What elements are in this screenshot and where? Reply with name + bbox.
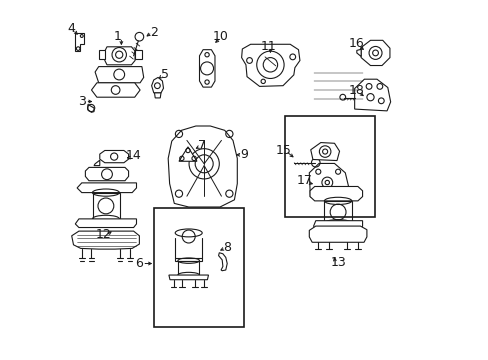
Bar (178, 261, 199, 275)
Text: 14: 14 (125, 149, 141, 162)
Text: 8: 8 (223, 241, 231, 254)
Text: 6: 6 (135, 257, 143, 270)
Text: 4: 4 (68, 22, 76, 35)
Text: 18: 18 (348, 84, 364, 97)
Text: 13: 13 (330, 256, 346, 269)
Polygon shape (179, 147, 197, 161)
Polygon shape (361, 40, 389, 66)
Polygon shape (309, 163, 348, 198)
Polygon shape (356, 49, 361, 57)
Polygon shape (104, 47, 135, 65)
Polygon shape (151, 77, 163, 93)
Polygon shape (154, 93, 161, 98)
Polygon shape (95, 67, 143, 83)
Text: 1: 1 (114, 30, 122, 43)
Polygon shape (310, 143, 339, 161)
Text: 2: 2 (149, 26, 158, 39)
Text: 9: 9 (240, 148, 248, 161)
Bar (284, 116, 374, 217)
Polygon shape (75, 33, 84, 51)
Bar (324, 201, 351, 223)
Polygon shape (309, 226, 366, 242)
Bar (175, 258, 202, 261)
Polygon shape (135, 50, 142, 59)
Polygon shape (313, 221, 362, 230)
Polygon shape (72, 231, 139, 249)
Polygon shape (354, 79, 390, 111)
Polygon shape (168, 126, 237, 207)
Polygon shape (85, 167, 128, 181)
Polygon shape (199, 50, 215, 87)
Polygon shape (309, 186, 362, 201)
Polygon shape (91, 83, 140, 97)
Polygon shape (168, 275, 208, 280)
Bar (92, 193, 120, 219)
Polygon shape (241, 44, 299, 86)
Bar (153, 208, 244, 327)
Text: 17: 17 (296, 174, 312, 187)
Text: 7: 7 (198, 139, 205, 152)
Text: 10: 10 (213, 30, 228, 42)
Polygon shape (75, 219, 136, 228)
Text: 12: 12 (95, 228, 111, 241)
Text: 15: 15 (275, 144, 291, 157)
Text: 5: 5 (160, 68, 168, 81)
Text: 3: 3 (78, 95, 85, 108)
Text: 16: 16 (348, 37, 364, 50)
Text: 11: 11 (261, 40, 276, 53)
Polygon shape (77, 183, 136, 193)
Polygon shape (99, 50, 104, 59)
Polygon shape (100, 150, 128, 163)
